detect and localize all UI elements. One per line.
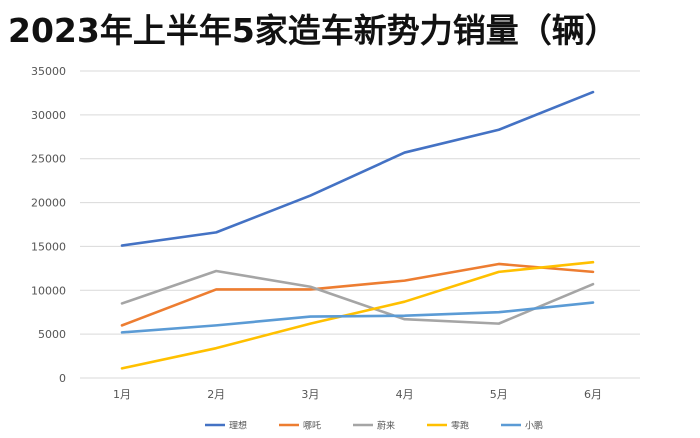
series-line-3 — [120, 260, 595, 370]
y-axis-ticks: 0 5000 10000 15000 20000 25000 30000 35000 — [31, 65, 66, 385]
legend-label: 零跑 — [451, 420, 469, 432]
x-tick-label: 1月 — [113, 388, 131, 401]
y-tick-label: 15000 — [31, 240, 66, 253]
series-line-1 — [120, 262, 595, 327]
series-lines — [120, 90, 595, 370]
y-tick-label: 20000 — [31, 197, 66, 210]
x-tick-label: 6月 — [584, 388, 602, 401]
series-line-0 — [120, 90, 595, 247]
chart-title: 2023年上半年5家造车新势力销量（辆） — [8, 11, 618, 50]
y-tick-label: 10000 — [31, 284, 66, 297]
x-tick-label: 5月 — [490, 388, 508, 401]
x-tick-label: 2月 — [207, 388, 225, 401]
legend-label: 小鹏 — [525, 420, 543, 432]
gridlines — [80, 70, 640, 379]
x-axis-ticks: 1月 2月 3月 4月 5月 6月 — [113, 388, 602, 401]
y-tick-label: 0 — [59, 372, 66, 385]
y-tick-label: 5000 — [38, 328, 66, 341]
series-line-4 — [120, 301, 595, 334]
y-tick-label: 25000 — [31, 153, 66, 166]
y-tick-label: 35000 — [31, 65, 66, 78]
legend-label: 理想 — [229, 420, 247, 432]
legend-label: 哪吒 — [303, 421, 321, 432]
y-tick-label: 30000 — [31, 109, 66, 122]
series-line-2 — [120, 269, 595, 325]
legend-label: 蔚来 — [377, 420, 395, 432]
x-tick-label: 3月 — [301, 388, 319, 401]
legend: 理想 哪吒 蔚来 零跑 小鹏 — [205, 420, 543, 432]
x-tick-label: 4月 — [396, 388, 414, 401]
